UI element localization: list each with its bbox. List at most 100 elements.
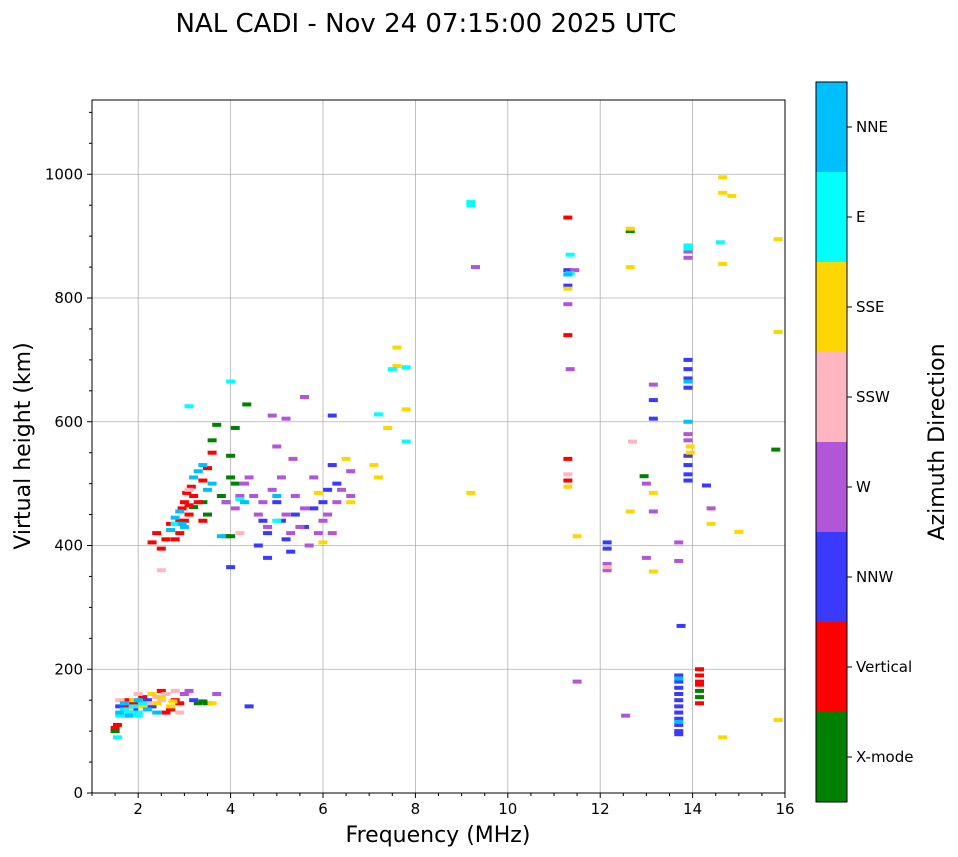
colorbar-title: Azimuth Direction <box>925 343 950 540</box>
data-point-sse <box>313 490 323 495</box>
data-point-nne <box>683 419 693 424</box>
data-point-vertical <box>207 450 217 455</box>
data-point-x-mode <box>226 475 236 480</box>
data-point-nnw <box>263 531 273 536</box>
data-point-sse <box>727 193 737 198</box>
x-tick-label: 10 <box>498 800 517 818</box>
data-point-ssw <box>161 692 171 696</box>
data-point-vertical <box>563 215 573 220</box>
data-point-vertical <box>119 704 129 709</box>
colorbar-frame <box>815 81 848 803</box>
data-point-w <box>683 249 693 254</box>
data-point-sse <box>147 692 157 696</box>
data-point-vertical <box>175 531 185 536</box>
data-point-vertical <box>161 710 171 715</box>
data-point-x-mode <box>230 481 240 486</box>
axes: 2 4 6 8 10 12 14 16 0 200 400 600 800 1000 <box>45 111 795 818</box>
data-point-x-mode <box>198 699 208 704</box>
data-point-vertical <box>156 546 166 551</box>
data-point-vertical <box>563 456 573 461</box>
data-point-sse <box>166 704 176 709</box>
data-point-sse <box>392 345 402 350</box>
colorbar-swatch <box>816 712 847 802</box>
data-point-nne <box>119 701 129 706</box>
data-point-w <box>304 543 314 548</box>
data-point-e <box>184 404 194 409</box>
data-point-ssw <box>152 695 162 700</box>
data-point-w <box>230 506 240 511</box>
data-point-nnw <box>674 698 684 703</box>
data-point-w <box>336 487 346 492</box>
data-point-nne <box>179 524 189 529</box>
data-point-w <box>300 395 310 399</box>
data-point-nnw <box>674 704 684 709</box>
data-point-nnw <box>332 481 342 486</box>
data-point-w <box>346 469 356 474</box>
data-point-w <box>267 413 277 418</box>
data-point-vertical <box>129 701 139 706</box>
grid <box>92 100 785 793</box>
data-point-ssw <box>156 568 166 573</box>
data-point-nne <box>189 475 199 480</box>
data-point-nne <box>563 272 573 277</box>
data-point-w <box>683 438 693 443</box>
data-point-e <box>119 707 129 712</box>
data-point-sse <box>625 509 635 514</box>
data-point-nnw <box>674 722 684 727</box>
data-point-w <box>648 382 658 387</box>
data-point-vertical <box>184 512 194 517</box>
data-point-w <box>563 302 573 307</box>
data-point-e <box>112 735 122 740</box>
data-point-nne <box>203 487 212 492</box>
data-point-e <box>133 710 143 715</box>
data-point-sse <box>152 701 162 706</box>
data-point-x-mode <box>189 505 199 510</box>
data-point-sse <box>466 490 476 495</box>
chart-title: NAL CADI - Nov 24 07:15:00 2025 UTC <box>176 9 677 39</box>
data-point-vertical <box>179 500 189 505</box>
data-point-nnw <box>683 463 693 468</box>
data-point-sse <box>625 226 635 231</box>
data-point-nnw <box>674 716 684 721</box>
data-point-sse <box>346 500 356 505</box>
data-point-sse <box>734 529 744 534</box>
data-point-vertical <box>695 673 705 678</box>
data-point-nne <box>124 713 134 718</box>
data-point-vertical <box>177 506 187 511</box>
data-point-nne <box>115 710 125 715</box>
data-point-x-mode <box>625 229 635 234</box>
data-point-nnw <box>290 512 300 517</box>
data-point-w <box>641 481 651 486</box>
data-point-vertical <box>175 701 185 706</box>
data-point-sse <box>648 490 658 495</box>
data-point-sse <box>156 695 166 700</box>
data-point-sse <box>129 698 139 703</box>
data-point-w <box>249 494 259 498</box>
data-point-sse <box>706 521 716 526</box>
data-point-ssw <box>156 698 166 703</box>
colorbar-swatch <box>816 262 847 352</box>
data-point-w <box>295 524 305 529</box>
data-point-w <box>683 255 693 260</box>
data-point-nne <box>207 481 217 486</box>
data-point-w <box>602 562 612 567</box>
data-point-x-mode <box>242 402 252 407</box>
data-point-w <box>267 487 277 492</box>
data-point-nne <box>239 500 249 505</box>
data-point-w <box>621 713 631 718</box>
data-point-vertical <box>563 333 573 338</box>
data-point-nnw <box>115 704 125 709</box>
data-point-w <box>332 500 342 505</box>
data-point-sse <box>318 540 328 545</box>
data-point-nnw <box>258 518 268 523</box>
data-point-x-mode <box>695 695 705 700</box>
data-point-sse <box>773 330 783 335</box>
data-point-e <box>115 713 125 718</box>
data-point-w <box>641 555 651 560</box>
data-point-vertical <box>198 518 208 523</box>
data-point-w <box>281 512 291 517</box>
data-point-nnw <box>683 453 693 458</box>
data-point-sse <box>563 286 573 291</box>
data-point-nne <box>674 676 684 681</box>
